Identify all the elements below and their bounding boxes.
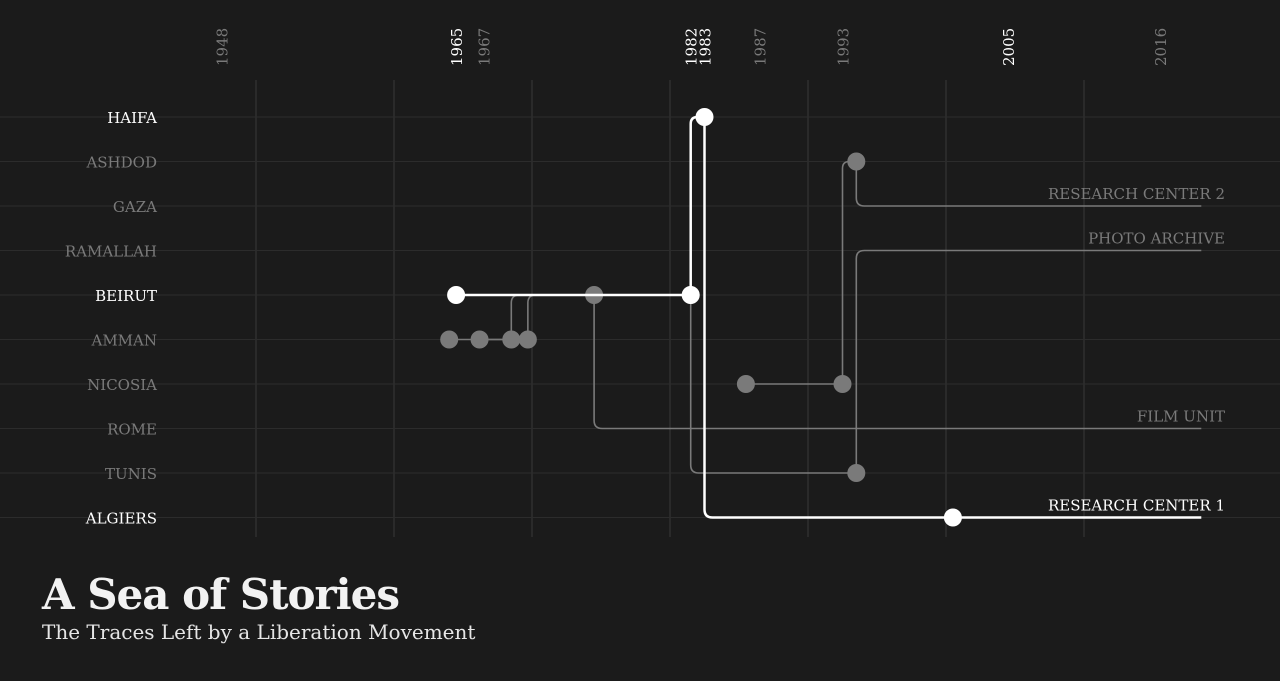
x-tick-label: 1983 [697,28,715,66]
x-tick-label: 1967 [476,28,494,66]
row-label: HAIFA [107,109,157,127]
series-point [447,286,466,304]
series-point [847,464,866,482]
x-tick-label: 1993 [835,28,853,66]
series-line [479,294,1202,430]
series-point [470,330,489,349]
series-point [518,330,537,349]
series-point [440,330,459,349]
series-line [456,115,1202,519]
row-label: RAMALLAH [65,243,157,261]
row-label: GAZA [113,198,157,216]
x-tick-label: 2005 [1000,28,1018,66]
series-point [847,152,866,171]
x-tick-label: 2016 [1152,28,1170,66]
row-label: NICOSIA [87,376,157,394]
row-label: ALGIERS [85,510,157,528]
row-label: ASHDOD [85,154,157,172]
x-tick-label: 1948 [214,28,232,66]
row-label: AMMAN [90,332,157,350]
chart-title: A Sea of Stories [42,570,400,619]
series-point [736,375,755,393]
series-point [695,108,714,126]
row-label: ROME [107,421,157,439]
series-point [833,375,852,393]
series-line [449,249,1202,474]
x-tick-label: 1982 [683,28,701,66]
series-label: RESEARCH CENTER 2 [1048,185,1225,203]
title-block: A Sea of Stories The Traces Left by a Li… [42,570,475,644]
row-label: BEIRUT [95,287,157,305]
chart-subtitle: The Traces Left by a Liberation Movement [42,620,476,644]
series-label: FILM UNIT [1137,408,1225,426]
x-tick-label: 1987 [752,28,770,66]
series-point [943,508,962,527]
series-label: RESEARCH CENTER 1 [1048,497,1225,515]
row-label: TUNIS [105,465,157,483]
series-point [681,286,700,304]
x-tick-label: 1965 [448,28,466,66]
series-label: PHOTO ARCHIVE [1088,230,1225,248]
